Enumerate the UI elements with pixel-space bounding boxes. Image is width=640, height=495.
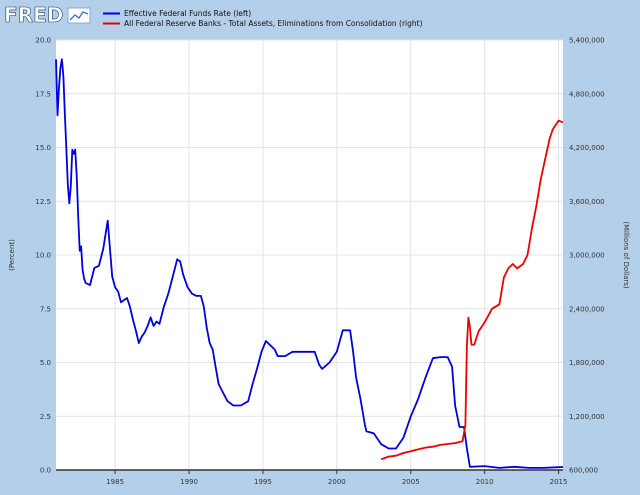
y-tick-left: 15.0 bbox=[35, 144, 51, 152]
fred-logo-text: FRED bbox=[4, 3, 63, 27]
x-tick-label: 1985 bbox=[106, 478, 124, 486]
legend: Effective Federal Funds Rate (left) All … bbox=[103, 9, 423, 28]
y-tick-right: 3,600,000 bbox=[569, 198, 605, 206]
y-tick-right: 5,400,000 bbox=[569, 37, 605, 45]
legend-label-assets: All Federal Reserve Banks - Total Assets… bbox=[124, 19, 423, 28]
y-axis-right-title: (Millions of Dollars) bbox=[622, 221, 630, 288]
fred-logo[interactable]: FRED bbox=[4, 3, 91, 27]
y-tick-right: 3,000,000 bbox=[569, 252, 605, 260]
y-tick-left: 10.0 bbox=[35, 252, 51, 260]
y-tick-right: 4,200,000 bbox=[569, 144, 605, 152]
y-tick-right: 4,800,000 bbox=[569, 90, 605, 98]
x-tick-label: 2015 bbox=[550, 478, 568, 486]
x-tick-label: 2010 bbox=[476, 478, 494, 486]
line-chart-icon bbox=[67, 7, 91, 24]
y-tick-left: 5.0 bbox=[40, 359, 51, 367]
x-tick-label: 2005 bbox=[402, 478, 420, 486]
y-axis-left-title: (Percent) bbox=[8, 239, 16, 271]
y-tick-left: 2.5 bbox=[40, 413, 51, 421]
ticks: 0.0 600,000 2.5 1,200,000 5.0 1,800,000 7.5 2,4… bbox=[35, 37, 604, 487]
y-tick-left: 0.0 bbox=[40, 467, 51, 475]
y-tick-left: 20.0 bbox=[35, 37, 51, 45]
x-tick-label: 1990 bbox=[180, 478, 198, 486]
y-tick-left: 17.5 bbox=[35, 90, 51, 98]
series-line-effective-federal-funds-rate bbox=[55, 58, 564, 469]
x-tick-label: 1995 bbox=[254, 478, 272, 486]
series-line-total-assets bbox=[380, 119, 564, 461]
legend-label-ffr: Effective Federal Funds Rate (left) bbox=[124, 9, 251, 18]
series-layer bbox=[55, 58, 564, 469]
y-tick-right: 1,800,000 bbox=[569, 359, 605, 367]
y-tick-right: 2,400,000 bbox=[569, 305, 605, 313]
x-tick-label: 2000 bbox=[328, 478, 346, 486]
y-tick-right: 1,200,000 bbox=[569, 413, 605, 421]
y-tick-left: 12.5 bbox=[35, 198, 51, 206]
y-tick-right: 600,000 bbox=[569, 467, 598, 475]
y-tick-left: 7.5 bbox=[40, 305, 51, 313]
